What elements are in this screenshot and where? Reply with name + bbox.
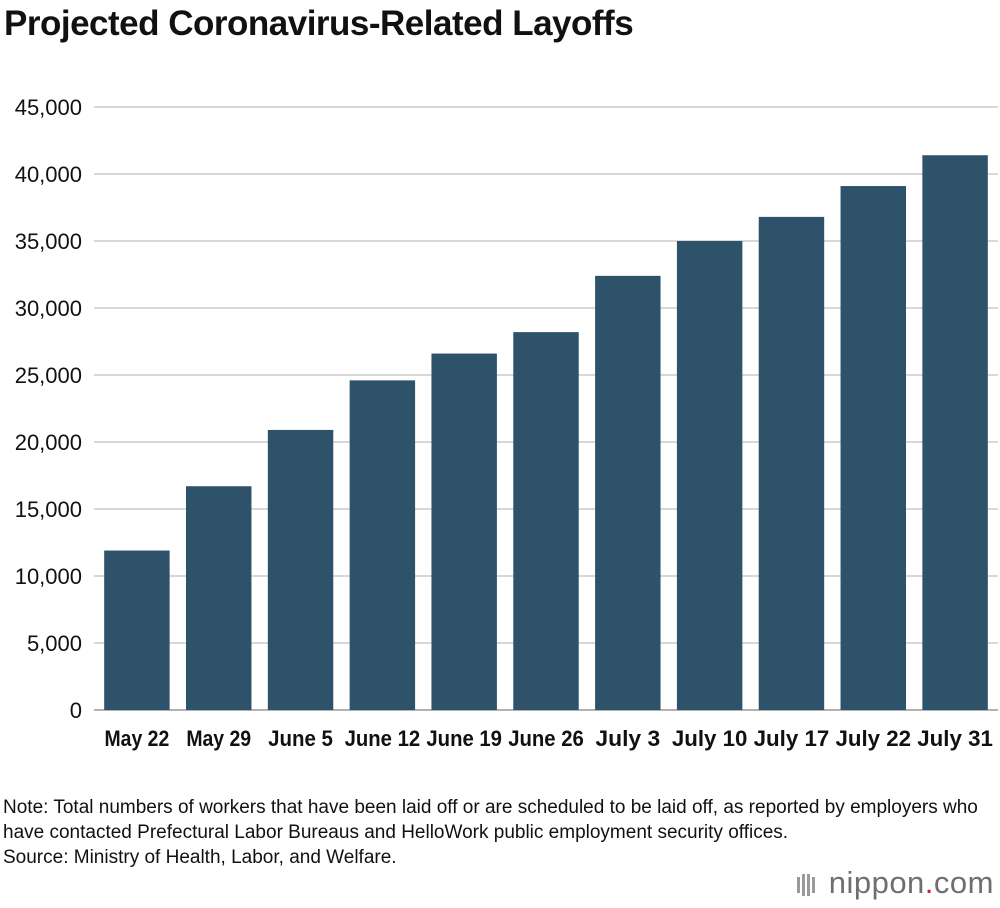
x-tick-label: July 10: [672, 726, 748, 751]
nippon-logo-icon: [796, 873, 815, 896]
bar: [840, 186, 906, 710]
y-tick-label: 15,000: [15, 497, 82, 522]
chart-title: Projected Coronavirus-Related Layoffs: [4, 4, 634, 43]
chart-notes: Note: Total numbers of workers that have…: [3, 795, 998, 870]
x-tick-label: June 19: [426, 726, 502, 751]
bar: [104, 550, 170, 710]
x-tick-label: June 26: [508, 726, 584, 751]
y-tick-label: 25,000: [15, 363, 82, 388]
brand-logo: nippon.com: [796, 865, 994, 901]
note-text: Note: Total numbers of workers that have…: [3, 797, 978, 843]
y-tick-label: 5,000: [27, 631, 82, 656]
x-tick-label: May 29: [186, 726, 251, 751]
bar: [186, 486, 252, 710]
y-tick-label: 0: [70, 698, 82, 723]
bar: [431, 353, 497, 710]
y-tick-label: 40,000: [15, 162, 82, 187]
bars: [104, 155, 988, 710]
y-tick-label: 10,000: [15, 564, 82, 589]
bar-chart: 0 5,000 10,000 15,000 20,000 25,000 30,000 35,0…: [15, 95, 998, 751]
y-tick-label: 45,000: [15, 95, 82, 120]
bar: [349, 380, 416, 710]
y-tick-label: 20,000: [15, 430, 82, 455]
source-text: Source: Ministry of Health, Labor, and W…: [3, 847, 397, 868]
x-axis-tick-labels: May 22 May 29 June 5 June 12 June 19 June 26 J…: [105, 726, 993, 751]
x-tick-label: July 31: [917, 726, 993, 751]
bar: [513, 332, 579, 710]
x-tick-label: May 22: [105, 726, 170, 751]
x-tick-label: July 17: [754, 726, 830, 751]
brand-name: nippon: [828, 865, 925, 900]
x-tick-label: July 22: [835, 726, 911, 751]
brand-tld: com: [933, 865, 994, 900]
y-tick-label: 30,000: [15, 296, 82, 321]
bar: [922, 155, 988, 710]
bar: [267, 429, 334, 710]
x-tick-label: June 12: [345, 726, 421, 751]
brand-dot: .: [924, 865, 934, 900]
y-tick-label: 35,000: [15, 229, 82, 254]
bar: [676, 241, 743, 710]
x-tick-label: June 5: [268, 726, 333, 751]
x-tick-label: July 3: [595, 726, 660, 751]
y-axis-tick-labels: 0 5,000 10,000 15,000 20,000 25,000 30,000 35,0…: [15, 95, 82, 723]
bar: [758, 216, 825, 710]
bar: [595, 275, 661, 710]
